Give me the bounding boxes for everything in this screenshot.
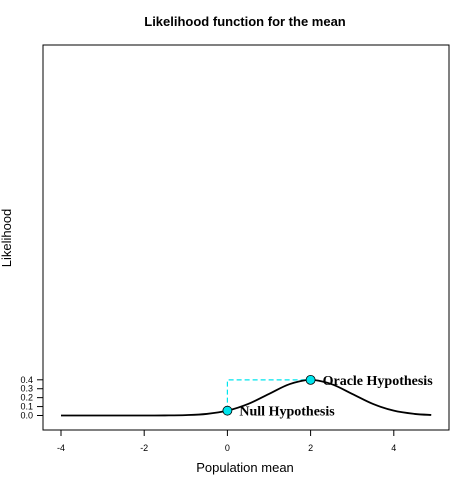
hypothesis-point <box>222 405 233 416</box>
x-axis-label: Population mean <box>196 460 294 475</box>
x-axis: -4 -2 0 2 4 <box>57 429 396 453</box>
x-tick-label: -2 <box>140 443 148 453</box>
hypothesis-label: Null Hypothesis <box>239 405 335 420</box>
y-tick-label: 0.4 <box>20 375 33 385</box>
y-axis: 0.00.10.20.30.4 <box>20 375 44 421</box>
x-tick-label: 2 <box>308 443 313 453</box>
hypothesis-point <box>305 374 316 385</box>
x-tick-label: 4 <box>391 443 396 453</box>
chart-title: Likelihood function for the mean <box>144 14 346 29</box>
plot-frame <box>42 44 450 431</box>
hypothesis-label: Oracle Hypothesis <box>323 374 434 389</box>
y-axis-label: Likelihood <box>0 209 14 268</box>
y-tick-label: 0.0 <box>20 411 33 421</box>
y-tick-label: 0.3 <box>20 384 33 394</box>
hypothesis-points: Null Hypothesis Oracle Hypothesis <box>222 374 434 420</box>
guide-dashed-line <box>226 379 311 411</box>
y-tick-label: 0.1 <box>20 402 33 412</box>
x-tick-label: 0 <box>225 443 230 453</box>
y-tick-label: 0.2 <box>20 393 33 403</box>
x-tick-label: -4 <box>57 443 65 453</box>
likelihood-curve <box>61 378 432 417</box>
